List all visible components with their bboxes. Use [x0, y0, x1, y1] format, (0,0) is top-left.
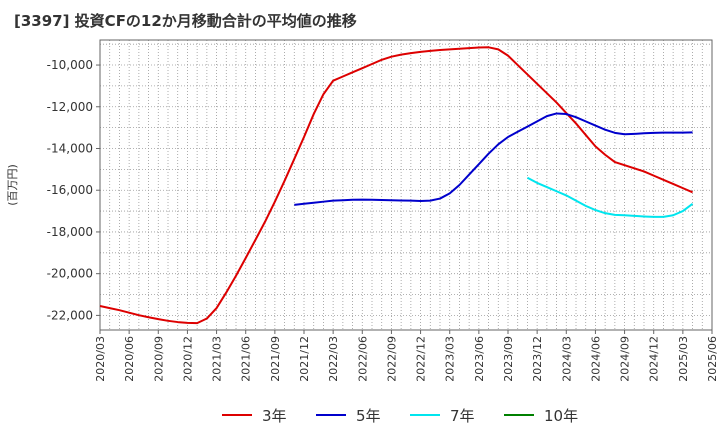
y-tick-label: -12,000 — [47, 100, 93, 114]
x-tick-label: 2025/03 — [677, 336, 690, 382]
y-tick-label: -18,000 — [47, 225, 93, 239]
series-line-2 — [294, 112, 693, 206]
legend: 3年 5年 7年 10年 — [0, 402, 720, 428]
legend-item: 3年 — [222, 402, 287, 428]
x-tick-label: 2020/06 — [123, 336, 136, 382]
legend-label: 3年 — [262, 406, 287, 425]
series-line-1 — [99, 46, 693, 325]
x-tick-label: 2020/09 — [152, 336, 165, 382]
x-tick-label: 2021/12 — [298, 336, 311, 382]
series — [99, 46, 694, 325]
legend-item: 7年 — [410, 402, 475, 428]
y-tick-label: -10,000 — [47, 58, 93, 72]
x-tick-label: 2024/03 — [560, 336, 573, 382]
x-tick-label: 2020/03 — [94, 336, 107, 382]
x-tick-label: 2021/09 — [269, 336, 282, 382]
x-tick-label: 2022/09 — [385, 336, 398, 382]
x-tick-label: 2022/03 — [327, 336, 340, 382]
x-tick-label: 2022/12 — [415, 336, 428, 382]
y-tick-label: -20,000 — [47, 267, 93, 281]
x-tick-label: 2024/09 — [619, 336, 632, 382]
line-chart: -10,000 -12,000 -14,000 -16,000 -18,000 -20,0… — [6, 39, 719, 382]
x-tick-label: 2022/06 — [356, 336, 369, 382]
x-tick-label: 2024/06 — [589, 336, 602, 382]
y-tick-label: -16,000 — [47, 183, 93, 197]
legend-item: 10年 — [504, 402, 578, 428]
legend-label: 5年 — [356, 406, 381, 425]
legend-item: 5年 — [316, 402, 381, 428]
y-tick-label: -14,000 — [47, 141, 93, 155]
x-tick-label: 2021/03 — [211, 336, 224, 382]
y-tick-label: -22,000 — [47, 308, 93, 322]
x-tick-label: 2025/06 — [706, 336, 719, 382]
x-tick-label: 2023/06 — [473, 336, 486, 382]
y-axis: -10,000 -12,000 -14,000 -16,000 -18,000 -20,0… — [47, 58, 100, 322]
x-axis: 2020/03 2020/06 2020/09 2020/12 2021/03 2021/… — [94, 330, 719, 382]
x-tick-label: 2021/06 — [240, 336, 253, 382]
legend-swatch — [222, 414, 252, 416]
legend-label: 10年 — [544, 406, 579, 425]
x-tick-label: 2023/03 — [444, 336, 457, 382]
legend-label: 7年 — [450, 406, 475, 425]
series-line-3 — [526, 176, 694, 218]
legend-swatch — [504, 414, 534, 416]
y-axis-label: (百万円) — [6, 164, 19, 206]
plot-area — [99, 39, 713, 331]
x-tick-label: 2024/12 — [648, 336, 661, 382]
x-tick-label: 2023/09 — [502, 336, 515, 382]
grid — [100, 40, 712, 330]
chart-title: [3397] 投資CFの12か月移動合計の平均値の推移 — [14, 12, 357, 30]
x-tick-label: 2020/12 — [181, 336, 194, 382]
legend-swatch — [410, 414, 440, 416]
x-tick-label: 2023/12 — [531, 336, 544, 382]
legend-swatch — [316, 414, 346, 416]
